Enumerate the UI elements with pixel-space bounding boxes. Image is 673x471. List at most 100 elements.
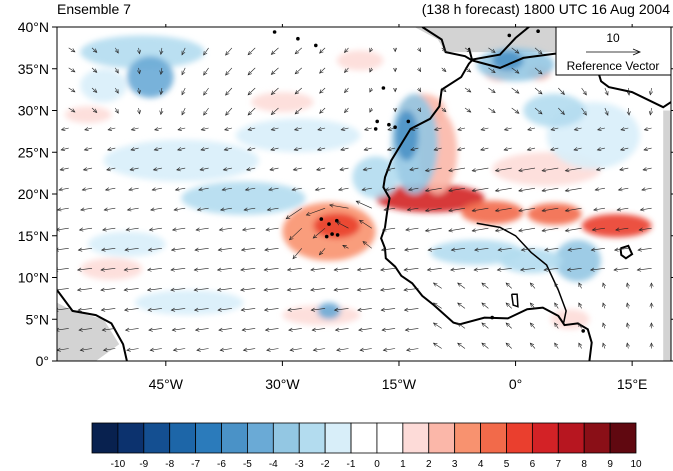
wind-vector-arrow: [505, 282, 512, 289]
wind-vector-arrow: [602, 282, 607, 289]
colorbar-label: -2: [321, 459, 330, 470]
wind-vector-arrow: [613, 267, 629, 272]
latitude-axis: 0° 5°N 10°N 15°N 20°N 25°N 30°N 35°N 40°N: [18, 19, 673, 369]
island: [296, 36, 300, 41]
wind-vector-arrow: [82, 167, 93, 172]
anomaly-patch: [88, 231, 166, 257]
wind-vector-arrow: [198, 187, 209, 192]
wind-vector-arrow: [270, 147, 279, 151]
wind-vector-arrow: [511, 67, 520, 74]
wind-vector-arrow: [362, 241, 372, 249]
wind-vector-arrow: [505, 322, 512, 329]
lake-volta-outline: [510, 293, 519, 308]
wind-vector-arrow: [305, 207, 326, 216]
wind-vector-arrow: [648, 87, 653, 96]
wind-vector-arrow: [637, 247, 652, 252]
island: [324, 234, 329, 239]
reference-vector-frame: [555, 26, 672, 76]
wind-vector-arrow: [130, 127, 139, 131]
wind-vector-arrow: [170, 247, 186, 252]
wind-vector-arrow: [317, 127, 326, 131]
anomaly-patch: [80, 35, 205, 69]
wind-vector-arrow: [243, 207, 256, 212]
wind-vector-arrow: [636, 267, 652, 272]
wind-vector-arrow: [541, 207, 559, 213]
wind-vector-arrow: [193, 267, 209, 272]
wind-vector-arrow: [270, 127, 279, 131]
wind-vector-arrow: [316, 147, 326, 151]
wind-vector-arrow: [181, 67, 186, 76]
wind-vector-arrow: [294, 47, 302, 55]
wind-vector-arrow: [294, 107, 302, 115]
wind-vector-arrow: [363, 147, 372, 151]
wind-vector-arrow: [457, 322, 466, 329]
wind-vector-arrow: [481, 322, 489, 329]
wind-vector-arrow: [578, 302, 583, 309]
wind-vector-arrow: [240, 287, 256, 292]
island: [335, 233, 340, 237]
wind-vector-arrow: [76, 287, 93, 292]
wind-vector-arrow: [505, 342, 512, 349]
wind-vector-arrow: [534, 67, 543, 75]
wind-vector-arrow: [203, 107, 209, 116]
wind-vector-arrow: [268, 187, 279, 192]
wind-vector-arrow: [448, 227, 466, 233]
anomaly-shading: [64, 35, 652, 330]
wind-vector-arrow: [564, 207, 582, 213]
wind-vector-arrow: [100, 267, 116, 272]
wind-vector-arrow: [541, 227, 559, 233]
wind-vector-arrow: [151, 187, 162, 192]
colorbar-label: -3: [295, 459, 304, 470]
wind-vector-arrow: [424, 227, 442, 233]
wind-vector-arrow: [480, 147, 489, 151]
wind-vector-arrow: [264, 247, 279, 252]
wind-vector-arrow: [424, 167, 442, 173]
wind-vector-arrow: [594, 187, 605, 192]
lake-chad-outline: [619, 244, 634, 260]
colorbar-label: -6: [217, 459, 226, 470]
wind-vector-arrow: [529, 322, 536, 329]
wind-vector-arrow: [292, 248, 303, 260]
wind-vector-arrow: [177, 147, 186, 151]
wind-vector-arrow: [362, 167, 372, 172]
wind-vector-arrow: [172, 347, 186, 352]
wind-vector-arrow: [404, 327, 419, 332]
island: [381, 86, 386, 90]
wind-vector-arrow: [649, 282, 654, 289]
anomaly-patch: [499, 248, 563, 274]
wind-vector-arrow: [225, 107, 233, 116]
wind-vector-arrow: [404, 247, 419, 252]
wind-vector-arrow: [147, 267, 162, 272]
wind-vector-arrow: [285, 207, 302, 220]
wind-vector-arrow: [534, 87, 543, 95]
wind-vector-arrow: [554, 282, 559, 289]
wind-vector-arrow: [344, 47, 349, 54]
wind-vector-arrow: [270, 47, 279, 55]
wind-vector-arrow: [58, 187, 69, 192]
wind-vector-arrow: [358, 219, 372, 229]
colorbar-label: -7: [191, 459, 200, 470]
wind-vector-arrow: [181, 87, 186, 96]
colorbar-swatch: [557, 422, 585, 454]
reference-vector-magnitude: 10: [606, 31, 620, 45]
wind-vector-arrow: [534, 47, 543, 55]
wind-vector-arrow: [196, 207, 209, 212]
reference-vector-box: 10 Reference Vector: [555, 26, 672, 76]
wind-vector-arrow: [124, 327, 139, 332]
forecast-time-label: (138 h forecast) 1800 UTC 16 Aug 2004: [421, 1, 670, 17]
island: [581, 329, 585, 333]
wind-vector-arrow: [57, 227, 69, 232]
wind-vector-arrow: [518, 207, 536, 213]
wind-vector-arrow: [494, 187, 512, 193]
wind-vector-arrow: [526, 147, 536, 151]
wind-vector-arrow: [240, 307, 256, 312]
anomaly-patch: [80, 68, 127, 103]
wind-vector-arrow: [247, 47, 256, 56]
wind-vector-arrow: [625, 322, 630, 329]
wind-vector-arrow: [102, 347, 116, 352]
wind-vector-arrow: [625, 302, 630, 309]
wind-vector-arrow: [380, 307, 396, 312]
wind-vector-arrow: [57, 287, 69, 292]
lat-tick-label: 10°N: [18, 270, 49, 286]
wind-vector-arrow: [590, 267, 605, 272]
